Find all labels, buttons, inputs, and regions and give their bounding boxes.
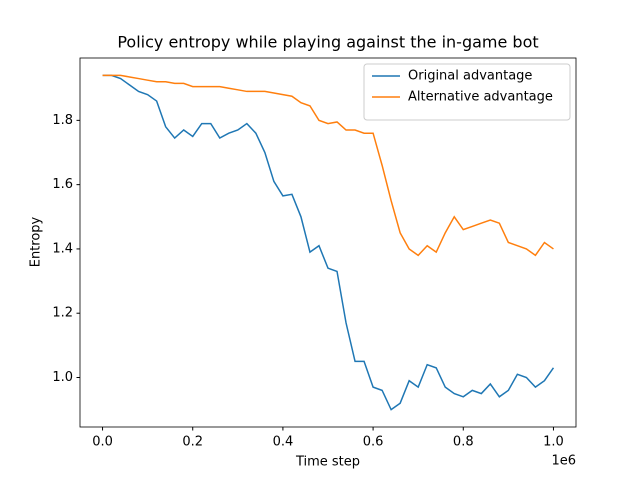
plot-frame — [79, 57, 577, 428]
chart-title: Policy entropy while playing against the… — [117, 33, 538, 52]
x-tick-label: 0.6 — [363, 435, 384, 450]
x-tick-label: 1.0 — [543, 435, 564, 450]
y-tick-label: 1.4 — [52, 241, 73, 256]
y-tick-label: 1.0 — [52, 370, 73, 385]
x-offset-label: 1e6 — [551, 454, 576, 469]
x-axis-label: Time step — [295, 455, 360, 470]
legend-box — [363, 63, 571, 121]
y-tick-label: 1.6 — [52, 177, 73, 192]
legend-label: Original advantage — [408, 69, 532, 84]
x-tick-label: 0.2 — [182, 435, 203, 450]
data-line — [102, 74, 554, 257]
x-tick-label: 0.0 — [92, 435, 113, 450]
x-tick-label: 0.4 — [273, 435, 294, 450]
y-tick-label: 1.8 — [52, 113, 73, 128]
y-axis-label: Entropy — [29, 216, 44, 267]
data-line — [102, 74, 555, 411]
y-tick-label: 1.2 — [52, 306, 73, 321]
legend-label: Alternative advantage — [408, 90, 553, 105]
x-tick-label: 0.8 — [453, 435, 474, 450]
